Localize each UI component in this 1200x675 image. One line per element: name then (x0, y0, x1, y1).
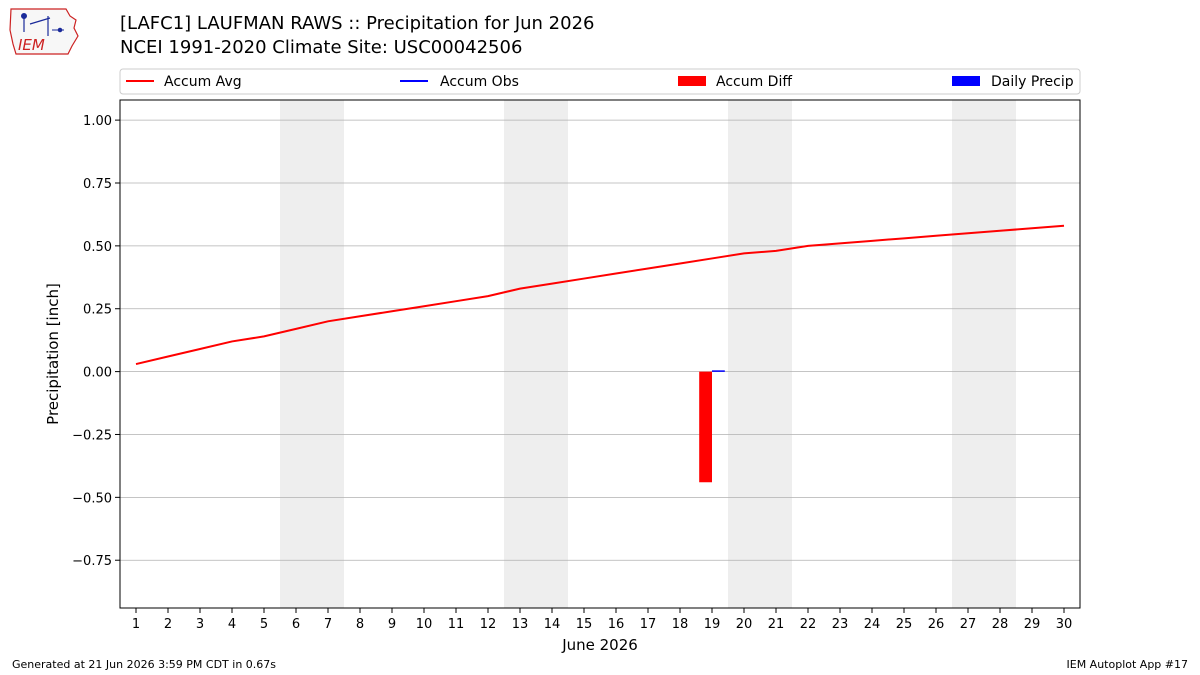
x-tick-label: 8 (356, 617, 364, 632)
y-axis-label: Precipitation [inch] (44, 283, 62, 425)
y-tick-label: −0.25 (72, 428, 112, 443)
legend-label: Accum Diff (716, 74, 792, 90)
x-tick-label: 9 (388, 617, 396, 632)
x-tick-label: 1 (132, 617, 140, 632)
weekend-band (312, 100, 344, 608)
x-tick-label: 10 (416, 617, 433, 632)
x-tick-label: 27 (960, 617, 977, 632)
x-axis-label: June 2026 (561, 636, 638, 654)
x-tick-label: 16 (608, 617, 625, 632)
x-tick-label: 13 (512, 617, 529, 632)
x-tick-label: 3 (196, 617, 204, 632)
y-tick-label: 0.75 (83, 177, 112, 192)
x-tick-label: 6 (292, 617, 300, 632)
x-tick-label: 23 (832, 617, 849, 632)
app-label: IEM Autoplot App #17 (1066, 658, 1189, 671)
x-tick-label: 21 (768, 617, 785, 632)
x-tick-label: 17 (640, 617, 657, 632)
weekend-band (984, 100, 1016, 608)
x-tick-label: 18 (672, 617, 689, 632)
weekend-band (280, 100, 312, 608)
x-tick-label: 29 (1024, 617, 1041, 632)
x-tick-label: 14 (544, 617, 561, 632)
x-tick-label: 26 (928, 617, 945, 632)
weekend-band (536, 100, 568, 608)
x-tick-label: 12 (480, 617, 497, 632)
title-line-1: [LAFC1] LAUFMAN RAWS :: Precipitation fo… (120, 13, 595, 34)
x-tick-label: 22 (800, 617, 817, 632)
weekend-band (728, 100, 760, 608)
y-tick-label: 0.50 (83, 240, 112, 255)
x-tick-label: 4 (228, 617, 236, 632)
legend-swatch-bar (678, 76, 706, 86)
chart-title: [LAFC1] LAUFMAN RAWS :: Precipitation fo… (120, 12, 594, 60)
y-tick-label: −0.75 (72, 554, 112, 569)
y-tick-label: 1.00 (83, 114, 112, 129)
y-tick-label: −0.50 (72, 491, 112, 506)
x-tick-label: 15 (576, 617, 593, 632)
weekend-band (952, 100, 984, 608)
x-tick-label: 28 (992, 617, 1009, 632)
legend-swatch-bar (952, 76, 980, 86)
x-tick-label: 7 (324, 617, 332, 632)
x-tick-label: 30 (1056, 617, 1073, 632)
logo-text: IEM (18, 36, 45, 54)
x-tick-label: 19 (704, 617, 721, 632)
legend-label: Daily Precip (991, 74, 1074, 90)
x-tick-label: 5 (260, 617, 268, 632)
legend-box (119, 68, 1081, 95)
x-tick-label: 11 (448, 617, 465, 632)
iem-logo: IEM (9, 8, 79, 55)
plot-frame (119, 99, 1081, 609)
legend-label: Accum Obs (440, 74, 519, 90)
weekend-band (504, 100, 536, 608)
generated-timestamp: Generated at 21 Jun 2026 3:59 PM CDT in … (12, 658, 277, 671)
y-tick-label: 0.25 (83, 303, 112, 318)
x-tick-label: 2 (164, 617, 172, 632)
accum-avg-line (135, 224, 1065, 366)
daily-precip-bar (712, 370, 725, 372)
iowa-outline-shape (9, 8, 79, 55)
x-tick-label: 25 (896, 617, 913, 632)
y-tick-label: 0.00 (83, 366, 112, 381)
title-line-2: NCEI 1991-2020 Climate Site: USC00042506 (120, 37, 523, 58)
legend-label: Accum Avg (164, 74, 242, 90)
weekend-band (760, 100, 792, 608)
accum-diff-bar (699, 371, 712, 483)
x-tick-label: 20 (736, 617, 753, 632)
x-tick-label: 24 (864, 617, 881, 632)
weather-station-icon (21, 13, 64, 36)
